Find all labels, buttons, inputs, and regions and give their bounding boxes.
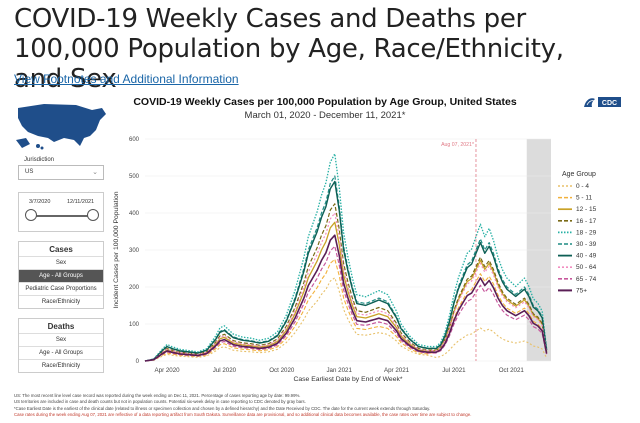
cases-section: Cases Sex Age - All Groups Pediatric Cas… [18,241,104,309]
series-line-75+ [144,234,548,362]
y-tick-label: 0 [136,359,140,365]
jurisdiction-value: US [25,169,34,175]
slider-track[interactable] [31,215,93,217]
series-line-50-64 [144,212,548,362]
series-line-30-39 [144,175,548,362]
x-tick-label: Jul 2020 [213,367,237,374]
annotation-label: Aug 07, 2021* [441,142,474,148]
footnotes-link[interactable]: View Footnotes and Additional Informatio… [14,72,239,86]
y-tick-label: 100 [129,322,140,328]
legend-label: 18 - 29 [576,229,597,236]
footer-notes: US: The most recent line level case reco… [14,393,634,418]
footer-line-4: Case rates during the week ending Aug 07… [14,411,472,417]
footer-line-3: *Case Earliest Date is the earliest of t… [14,405,431,411]
legend-title: Age Group [562,171,596,178]
series-line-0-4 [144,277,548,362]
x-tick-label: Apr 2020 [155,367,181,374]
sidebar: Jurisdiction US ⌄ 3/7/2020 12/11/2021 Ca… [18,155,104,373]
deaths-race-ethnicity-button[interactable]: Race/Ethnicity [19,359,103,372]
x-tick-label: Apr 2021 [384,367,410,374]
cases-age-all-groups-button[interactable]: Age - All Groups [19,269,103,282]
deaths-age-all-groups-button[interactable]: Age - All Groups [19,346,103,359]
footer-line-2: US territories are included in case and … [14,399,306,405]
cases-race-ethnicity-button[interactable]: Race/Ethnicity [19,295,103,308]
jurisdiction-label: Jurisdiction [24,157,55,163]
x-tick-label: Oct 2020 [269,367,295,374]
x-tick-label: Oct 2021 [499,367,525,374]
series-line-12-15 [144,221,548,362]
series-line-16-17 [144,203,548,362]
cases-sex-button[interactable]: Sex [19,256,103,269]
page-title: COVID-19 Weekly Cases and Deaths per 100… [14,4,564,94]
hhs-eagle-icon [584,98,595,107]
chart-subtitle: March 01, 2020 - December 11, 2021* [244,110,406,121]
y-tick-label: 300 [129,248,140,254]
legend-label: 0 - 4 [576,183,589,190]
slider-end-handle[interactable] [87,209,99,221]
slider-start-handle[interactable] [25,209,37,221]
y-axis-label: Incident Cases per 100,000 Population [113,191,120,308]
us-map-icon[interactable] [14,100,108,152]
date-end: 12/11/2021 [67,199,95,205]
legend-label: 16 - 17 [576,218,597,225]
cases-pediatric-proportions-button[interactable]: Pediatric Case Proportions [19,282,103,295]
cdc-logo: CDC [584,97,621,107]
x-axis-label: Case Earliest Date by End of Week* [293,376,402,383]
series-line-40-49 [144,180,548,362]
legend-label: 75+ [576,287,587,294]
jurisdiction-select[interactable]: US ⌄ [18,165,104,180]
deaths-section: Deaths Sex Age - All Groups Race/Ethnici… [18,318,104,373]
legend-label: 65 - 74 [576,276,597,283]
chevron-down-icon: ⌄ [92,169,98,176]
deaths-header: Deaths [47,322,75,331]
x-tick-label: Jan 2021 [326,367,352,374]
cdc-logo-text: CDC [602,100,617,107]
date-range-slider[interactable]: 3/7/2020 12/11/2021 [18,192,104,232]
legend-label: 5 - 11 [576,195,593,202]
y-tick-label: 200 [129,285,140,291]
date-start: 3/7/2020 [29,199,51,205]
cases-line-chart[interactable]: 0 100 200 300 400 500 600 Apr 2020 Jul 2020 Oct 2… [108,128,638,390]
y-tick-label: 400 [129,211,140,217]
cases-header: Cases [49,245,73,254]
footer-line-1: US: The most recent line level case reco… [14,393,301,398]
y-tick-label: 600 [129,137,140,143]
legend-label: 12 - 15 [576,206,597,213]
x-tick-label: Jul 2021 [442,367,466,374]
chart-title: COVID-19 Weekly Cases per 100,000 Popula… [133,96,517,108]
deaths-sex-button[interactable]: Sex [19,333,103,346]
series-line-65-74 [144,245,548,362]
legend-label: 50 - 64 [576,264,597,271]
legend-label: 30 - 39 [576,241,597,248]
y-tick-label: 500 [129,174,140,180]
legend-label: 40 - 49 [576,253,597,260]
